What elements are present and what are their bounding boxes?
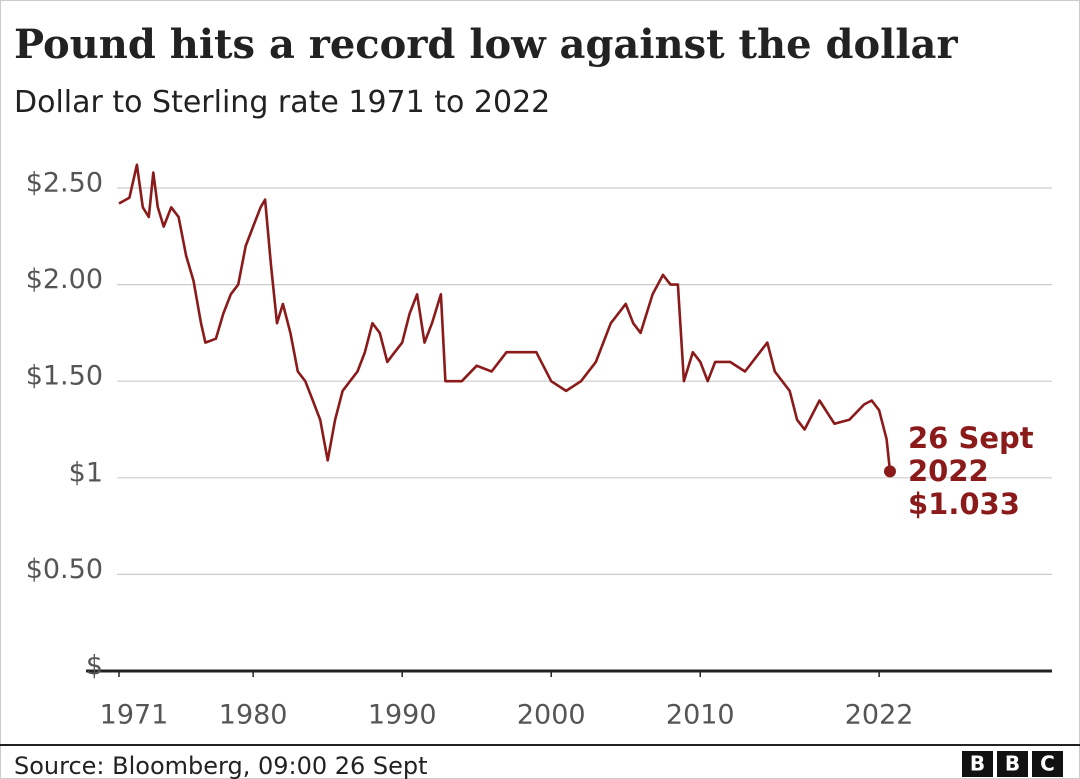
logo-letter: B <box>1005 752 1020 776</box>
y-tick-label: $1 <box>69 457 103 488</box>
y-tick-label: $ <box>86 651 103 682</box>
y-tick-label: $2.00 <box>26 264 103 295</box>
line <box>118 163 892 472</box>
chart-subtitle: Dollar to Sterling rate 1971 to 2022 <box>14 85 550 120</box>
x-tick-label: 2022 <box>845 700 914 731</box>
logo-letter: C <box>1040 752 1055 776</box>
source: Source: Bloomberg, 09:00 26 Sept <box>14 752 428 779</box>
logo-letter: B <box>970 752 985 776</box>
x-tick-label: 2000 <box>517 700 586 731</box>
annotation: 2022 <box>908 454 989 488</box>
annotation: 26 Sept <box>908 421 1034 455</box>
chart-title: Pound hits a record low against the doll… <box>14 21 958 68</box>
logo-block <box>962 751 993 777</box>
logo-block <box>1032 751 1063 777</box>
x-tick-label: 1980 <box>219 700 288 731</box>
plot: $ $0.50 $1 $1.50 $2.00 $2.50 1971 1980 1990 2000 2… <box>26 163 1052 731</box>
end-point <box>883 465 896 478</box>
x-tick-label: 2010 <box>666 700 735 731</box>
y-tick-label: $1.50 <box>26 361 103 392</box>
x-tick-label: 1990 <box>368 700 437 731</box>
logo-block <box>997 751 1028 777</box>
y-tick-label: $0.50 <box>26 554 103 585</box>
x-tick-label: 1971 <box>100 700 169 731</box>
y-tick-label: $2.50 <box>26 168 103 199</box>
annotation: $1.033 <box>908 487 1020 521</box>
